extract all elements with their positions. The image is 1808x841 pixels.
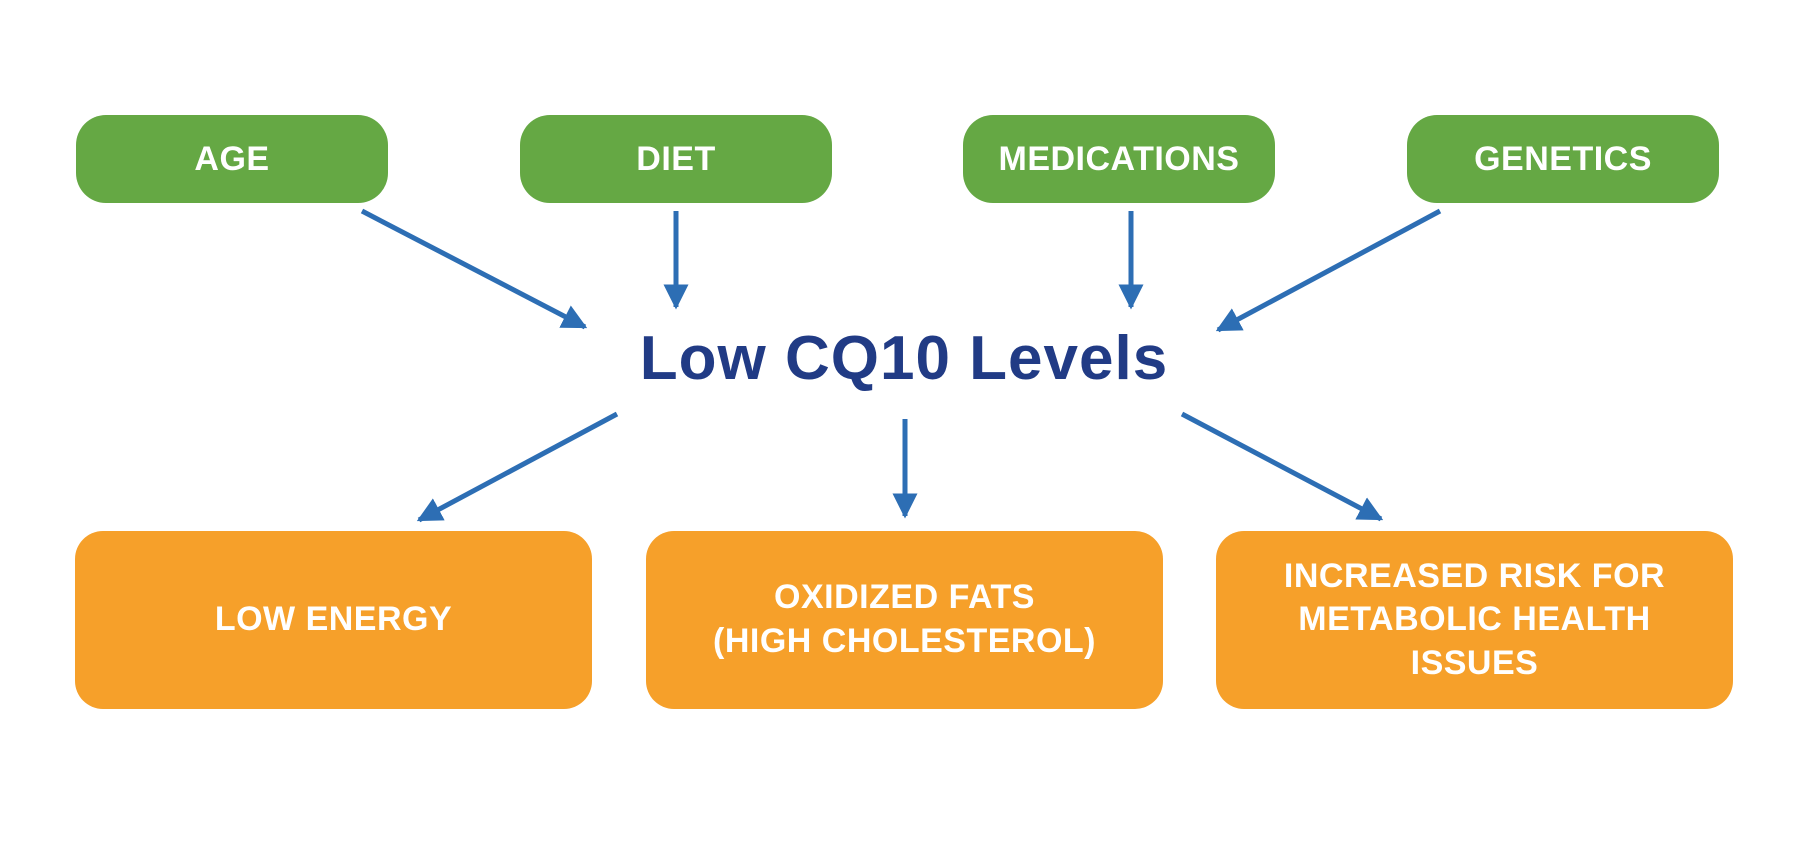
- cause-diet-node: DIET: [520, 115, 832, 203]
- cause-genetics-label: GENETICS: [1474, 139, 1652, 178]
- center-node: Low CQ10 Levels: [554, 318, 1254, 398]
- arrow-age-to-center: [360, 208, 588, 330]
- effect-oxidized-fats-text: OXIDIZED FATS (HIGH CHOLESTEROL): [713, 576, 1096, 663]
- arrow-genetics-to-center: [1215, 208, 1442, 333]
- cause-diet-label: DIET: [636, 139, 716, 178]
- cause-age-node: AGE: [76, 115, 388, 203]
- effect-oxidized-fats-node: OXIDIZED FATS (HIGH CHOLESTEROL): [646, 531, 1163, 709]
- effect-low-energy-line-1: LOW ENERGY: [214, 600, 453, 639]
- effect-low-energy-text: LOW ENERGY: [215, 598, 452, 642]
- center-label: Low CQ10 Levels: [639, 323, 1169, 393]
- effect-increased-risk-node: INCREASED RISK FOR METABOLIC HEALTH ISSU…: [1216, 531, 1733, 709]
- cause-medications-label: MEDICATIONS: [998, 139, 1240, 178]
- effect-increased-risk-line-2: METABOLIC HEALTH: [1298, 600, 1651, 639]
- cause-genetics-node: GENETICS: [1407, 115, 1719, 203]
- effect-increased-risk-line-3: ISSUES: [1410, 643, 1539, 682]
- cause-medications-node: MEDICATIONS: [963, 115, 1275, 203]
- effect-increased-risk-line-1: INCREASED RISK FOR: [1283, 556, 1666, 595]
- arrow-center-to-increased-risk: [1180, 411, 1384, 522]
- cause-age-label: AGE: [194, 139, 270, 178]
- effect-oxidized-fats-line-1: OXIDIZED FATS: [774, 578, 1035, 617]
- arrow-center-to-low-energy: [416, 411, 619, 523]
- effect-increased-risk-text: INCREASED RISK FOR METABOLIC HEALTH ISSU…: [1284, 555, 1665, 686]
- effect-low-energy-node: LOW ENERGY: [75, 531, 592, 709]
- effect-oxidized-fats-line-2: (HIGH CHOLESTEROL): [713, 622, 1096, 660]
